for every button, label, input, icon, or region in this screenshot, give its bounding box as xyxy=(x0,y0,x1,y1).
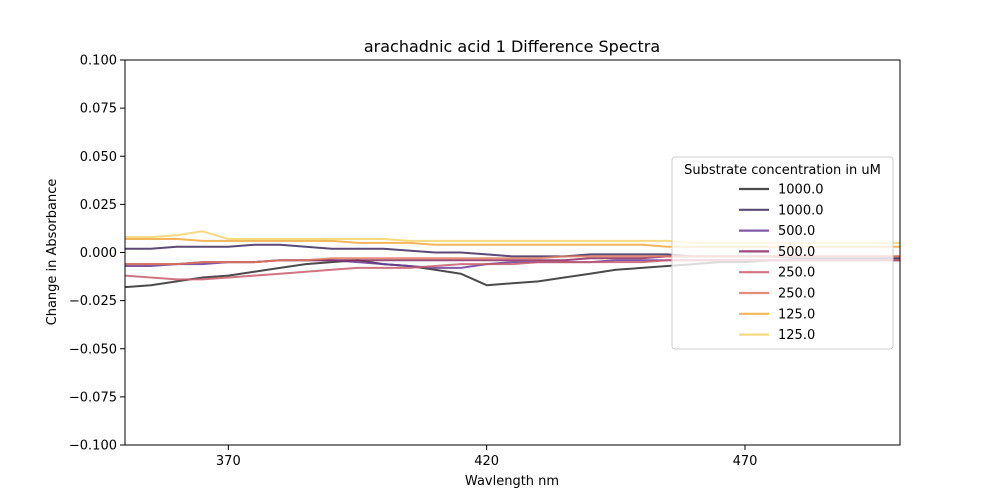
y-tick-label: −0.025 xyxy=(69,294,117,309)
legend-entry-label: 1000.0 xyxy=(778,183,824,198)
x-tick-label: 370 xyxy=(216,454,241,469)
legend-title: Substrate concentration in uM xyxy=(684,163,881,178)
legend-entry-label: 250.0 xyxy=(778,287,815,302)
y-tick-label: −0.100 xyxy=(69,439,117,454)
x-axis: 370 420 470 xyxy=(216,445,757,469)
y-tick-label: 0.100 xyxy=(80,54,117,69)
legend-entry-label: 125.0 xyxy=(778,328,815,343)
series-group xyxy=(125,230,900,289)
legend-box xyxy=(671,156,894,350)
chart-title: arachadnic acid 1 Difference Spectra xyxy=(364,37,660,56)
legend-entry-label: 250.0 xyxy=(778,266,815,281)
x-tick-label: 470 xyxy=(733,454,758,469)
legend: Substrate concentration in uM 1000.0 1000.… xyxy=(671,156,894,350)
legend-entry-label: 500.0 xyxy=(778,224,815,239)
y-tick-label: 0.000 xyxy=(80,246,117,261)
y-tick-label: 0.025 xyxy=(80,198,117,213)
y-tick-label: 0.075 xyxy=(80,102,117,117)
y-axis-label: Change in Absorbance xyxy=(45,179,60,326)
y-axis: −0.100 −0.075 −0.050 −0.025 0.000 0.025 0.050 0… xyxy=(69,54,125,454)
x-axis-label: Wavlength nm xyxy=(465,474,559,489)
legend-entry-label: 500.0 xyxy=(778,245,815,260)
y-tick-label: 0.050 xyxy=(80,150,117,165)
x-tick-label: 420 xyxy=(474,454,499,469)
legend-entry-label: 125.0 xyxy=(778,307,815,322)
plot-area xyxy=(124,59,901,446)
y-tick-label: −0.050 xyxy=(69,342,117,357)
legend-entry-label: 1000.0 xyxy=(778,203,824,218)
y-tick-label: −0.075 xyxy=(69,390,117,405)
